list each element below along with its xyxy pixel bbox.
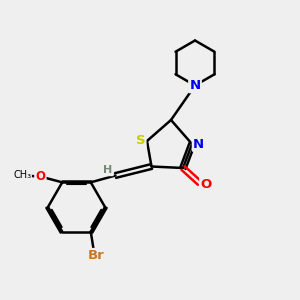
Text: N: N [193,137,204,151]
Text: CH₃: CH₃ [13,170,32,180]
Text: H: H [103,165,112,175]
Text: O: O [35,170,45,183]
Text: Br: Br [88,249,104,262]
Text: O: O [200,178,212,191]
Text: S: S [136,134,145,148]
Text: N: N [189,79,201,92]
